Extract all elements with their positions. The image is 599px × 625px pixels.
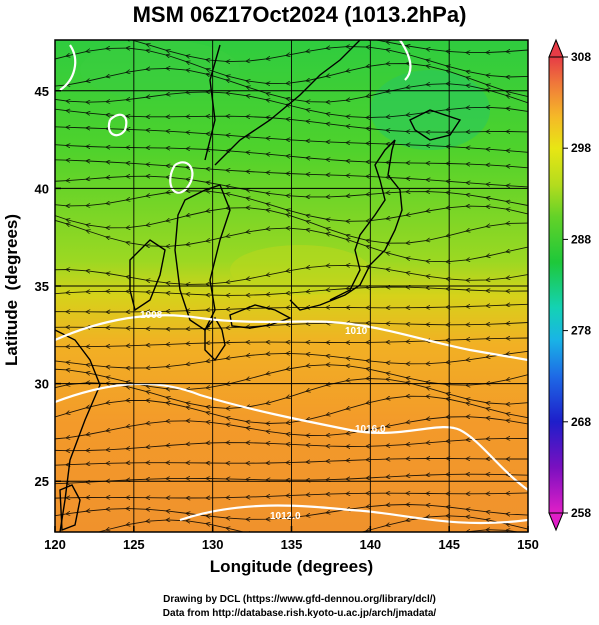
colorbar-tick-label: 258: [571, 506, 591, 520]
x-tick-label: 145: [438, 537, 460, 552]
x-tick-label: 140: [359, 537, 381, 552]
colorbar-scale: [548, 56, 564, 514]
streamline: [55, 219, 528, 261]
colorbar: 258 268 278 288 298 308: [548, 38, 591, 532]
streamline: [55, 417, 528, 440]
colorbar-tick-label: 268: [571, 415, 591, 429]
streamline: [55, 338, 528, 347]
x-tick-label: 135: [281, 537, 303, 552]
x-tick-label: 150: [517, 537, 539, 552]
credit-data: Data from http://database.rish.kyoto-u.a…: [162, 608, 437, 619]
streamline: [55, 459, 528, 466]
isobar-label-1012: 1012.0: [270, 511, 301, 522]
isobar-label-1008: 1008: [140, 310, 163, 321]
y-tick-label: 25: [35, 474, 49, 489]
colorbar-tick-label: 308: [571, 50, 591, 64]
streamline: [55, 493, 528, 498]
streamline: [48, 516, 528, 532]
streamline: [55, 265, 528, 284]
y-axis-label: Latitude (degrees): [2, 213, 21, 367]
chart-title: MSM 06Z17Oct2024 (1013.2hPa): [132, 2, 467, 27]
y-tick-label: 45: [35, 84, 49, 99]
y-axis: 25 30 35 40 45: [35, 84, 61, 489]
x-tick-label: 125: [123, 537, 145, 552]
credit-drawing: Drawing by DCL (https://www.gfd-dennou.o…: [163, 594, 436, 605]
coastlines: [55, 40, 462, 532]
streamline: [55, 287, 528, 295]
streamlines: [48, 40, 528, 532]
x-axis-label: Longitude (degrees): [209, 557, 374, 576]
streamline: [55, 474, 528, 484]
y-tick-label: 35: [35, 279, 49, 294]
colorbar-tick-label: 278: [571, 324, 591, 338]
colorbar-tick-label: 288: [571, 232, 591, 246]
isobar-label-1010: 1010: [345, 326, 368, 337]
colorbar-tick-label: 298: [571, 141, 591, 155]
streamline: [55, 438, 528, 450]
streamline: [55, 323, 528, 330]
graticule: [55, 40, 528, 532]
temperature-field: 1008 1010 1016.0 1012.0: [48, 40, 528, 532]
streamline: [55, 304, 528, 312]
y-tick-label: 40: [35, 181, 49, 196]
x-axis: 120 125 130 135 140 145 150: [44, 526, 539, 552]
colorbar-max-arrow: [548, 38, 564, 58]
colorbar-min-arrow: [548, 512, 564, 532]
x-tick-label: 130: [202, 537, 224, 552]
y-tick-label: 30: [35, 377, 49, 392]
x-tick-label: 120: [44, 537, 66, 552]
